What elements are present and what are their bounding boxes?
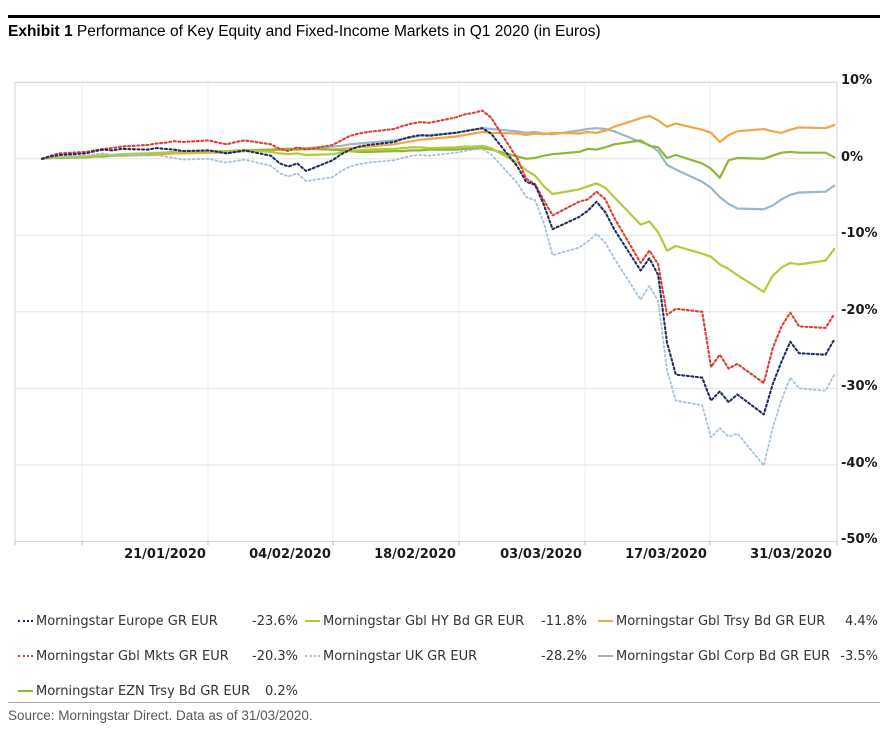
legend-value: -23.6% xyxy=(252,613,298,629)
series-line-mkts xyxy=(40,109,836,385)
legend-label: Morningstar Europe GR EUR xyxy=(36,613,218,629)
legend-label: Morningstar Gbl Corp Bd GR EUR xyxy=(616,648,831,664)
y-tick-10: 10% xyxy=(841,73,873,88)
series-line-hy xyxy=(40,144,836,293)
y-tick-n40: -40% xyxy=(841,456,878,471)
x-tick-31-03: 31/03/2020 xyxy=(750,547,832,562)
legend-item-europe: Morningstar Europe GR EUR -23.6% xyxy=(18,612,298,630)
y-tick-n30: -30% xyxy=(841,379,878,394)
legend-item-gbl-corp-bd: Morningstar Gbl Corp Bd GR EUR -3.5% xyxy=(598,647,878,665)
legend-value: 4.4% xyxy=(844,613,878,629)
y-tick-n50: -50% xyxy=(841,532,878,547)
legend-item-ezn-trsy-bd: Morningstar EZN Trsy Bd GR EUR 0.2% xyxy=(18,682,298,700)
series-line-uk xyxy=(41,147,836,467)
y-tick-n20: -20% xyxy=(841,303,878,318)
x-tick-17-03: 17/03/2020 xyxy=(625,547,707,562)
exhibit-label: Exhibit 1 xyxy=(8,23,73,40)
x-tick-18-02: 18/02/2020 xyxy=(374,547,456,562)
legend-item-gbl-mkts: Morningstar Gbl Mkts GR EUR -20.3% xyxy=(18,647,298,665)
legend-label: Morningstar Gbl Trsy Bd GR EUR xyxy=(616,613,826,629)
y-tick-n10: -10% xyxy=(841,226,878,241)
legend-swatch-ezn-trsy-bd xyxy=(18,690,33,692)
y-tick-0: 0% xyxy=(841,150,864,165)
x-tick-21-01: 21/01/2020 xyxy=(124,547,206,562)
legend-swatch-europe xyxy=(18,620,33,622)
legend-value: -11.8% xyxy=(541,613,587,629)
legend-item-gbl-trsy-bd: Morningstar Gbl Trsy Bd GR EUR 4.4% xyxy=(598,612,878,630)
legend-label: Morningstar UK GR EUR xyxy=(323,648,478,664)
top-rule xyxy=(8,15,880,18)
series-line-corp xyxy=(40,127,836,211)
legend-value: -20.3% xyxy=(252,648,298,664)
performance-line-chart xyxy=(14,81,838,546)
x-tick-03-03: 03/03/2020 xyxy=(500,547,582,562)
legend-value: 0.2% xyxy=(264,683,298,699)
plot-border xyxy=(14,81,838,542)
legend-swatch-gbl-hy-bd xyxy=(305,620,320,622)
series-line-trsy xyxy=(40,114,836,160)
legend-value: -28.2% xyxy=(541,648,587,664)
source-note: Source: Morningstar Direct. Data as of 3… xyxy=(8,708,313,723)
legend-value: -3.5% xyxy=(840,648,878,664)
legend-label: Morningstar Gbl Mkts GR EUR xyxy=(36,648,229,664)
page-title: Exhibit 1 Performance of Key Equity and … xyxy=(8,23,880,41)
legend-label: Morningstar Gbl HY Bd GR EUR xyxy=(323,613,525,629)
legend-swatch-gbl-mkts xyxy=(18,655,33,657)
legend-label: Morningstar EZN Trsy Bd GR EUR xyxy=(36,683,251,699)
legend-swatch-gbl-corp-bd xyxy=(598,655,613,657)
legend-item-uk: Morningstar UK GR EUR -28.2% xyxy=(305,647,587,665)
bottom-rule xyxy=(8,702,880,703)
x-tick-04-02: 04/02/2020 xyxy=(249,547,331,562)
legend-swatch-uk xyxy=(305,655,320,657)
legend-swatch-gbl-trsy-bd xyxy=(598,620,613,622)
series-line-europe xyxy=(40,127,836,416)
legend-item-gbl-hy-bd: Morningstar Gbl HY Bd GR EUR -11.8% xyxy=(305,612,587,630)
title-text: Performance of Key Equity and Fixed-Inco… xyxy=(72,23,601,40)
